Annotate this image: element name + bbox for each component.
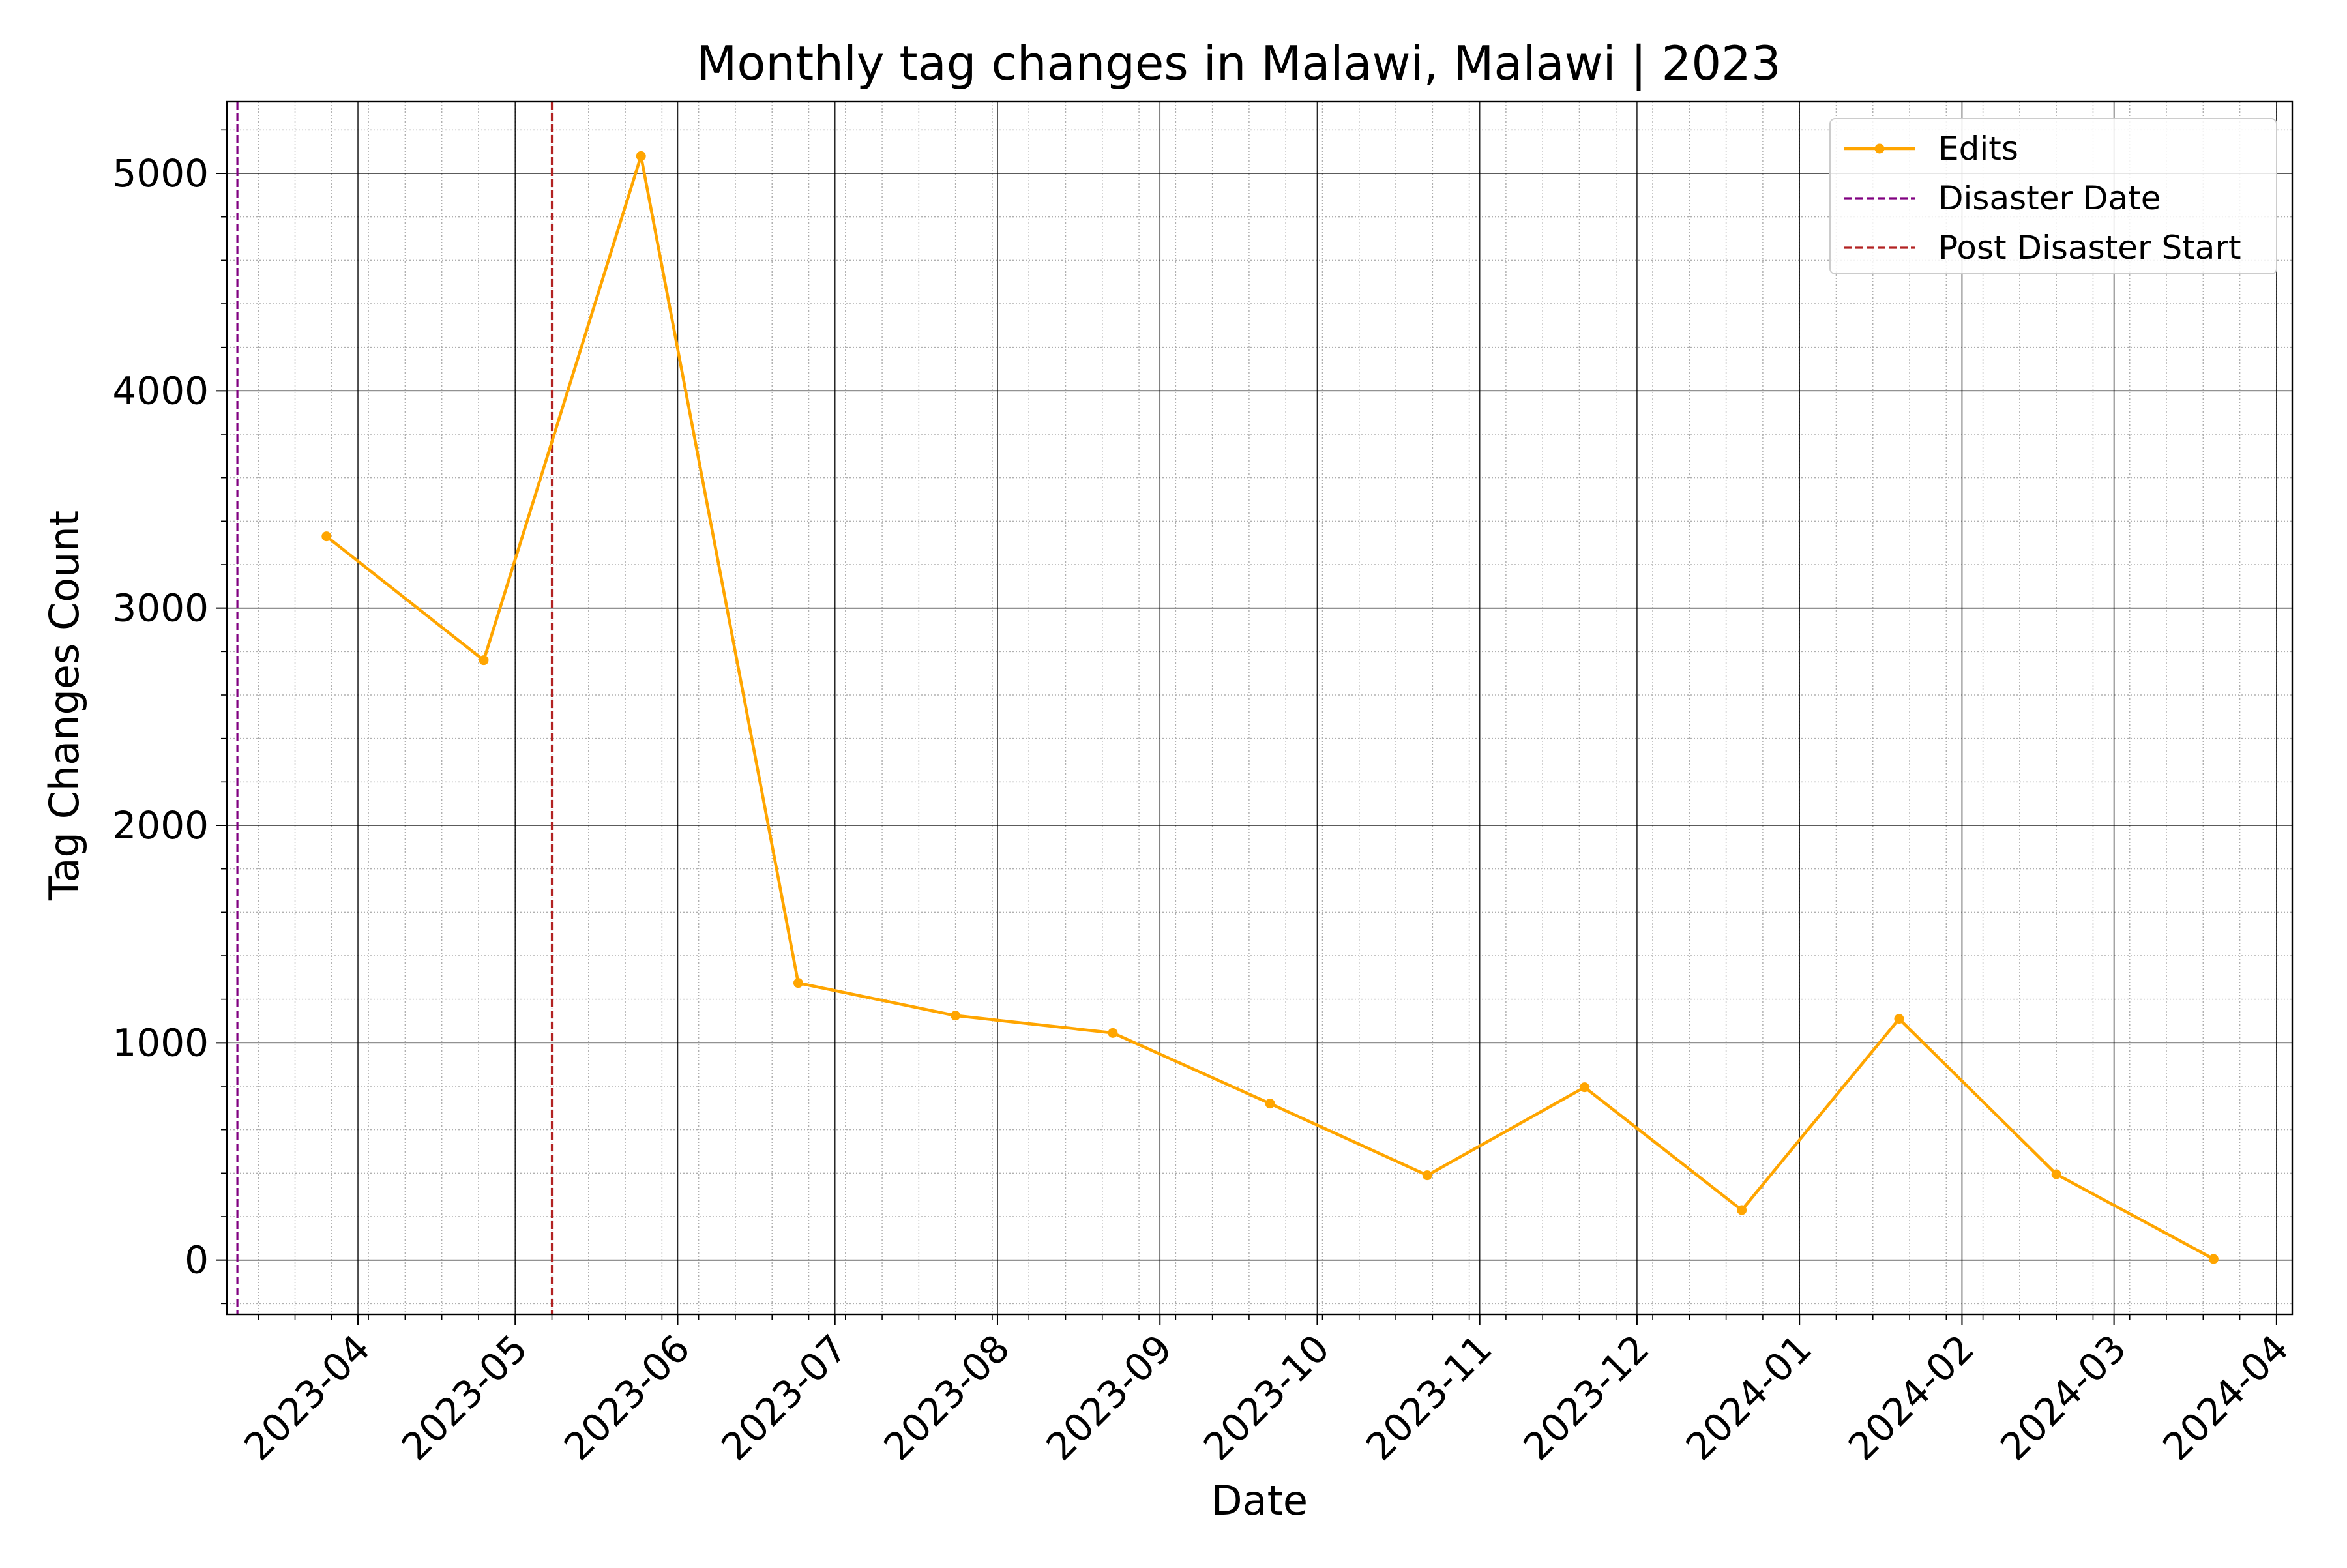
y-tick-label: 1000 <box>112 1020 209 1065</box>
data-point <box>1894 1014 1904 1024</box>
data-point <box>636 151 646 161</box>
y-tick-label: 0 <box>185 1238 209 1282</box>
x-axis-label: Date <box>1211 1477 1308 1524</box>
y-axis: 0 1000 2000 3000 4000 5000 <box>112 129 227 1305</box>
data-point <box>1580 1082 1590 1093</box>
y-tick-label: 2000 <box>112 803 209 848</box>
data-point <box>793 978 803 988</box>
data-point <box>1108 1028 1118 1038</box>
data-point <box>1737 1205 1747 1215</box>
legend-label: Disaster Date <box>1938 179 2161 217</box>
y-axis-label: Tag Changes Count <box>40 510 88 901</box>
plot-area-frame <box>226 100 2294 1316</box>
legend-label: Edits <box>1938 130 2018 168</box>
major-grid <box>227 102 2292 1314</box>
data-point <box>2208 1254 2219 1264</box>
data-point <box>1422 1170 1432 1181</box>
series-layer <box>321 151 2219 1264</box>
data-point <box>1265 1099 1275 1109</box>
data-point <box>321 531 332 542</box>
data-point <box>951 1011 961 1021</box>
data-point <box>2051 1169 2061 1179</box>
legend-marker-edits <box>1874 143 1885 154</box>
legend-label: Post Disaster Start <box>1938 229 2241 267</box>
y-tick-label: 3000 <box>112 586 209 630</box>
legend: Edits Disaster Date Post Disaster Start <box>1829 118 2277 274</box>
y-tick-label: 5000 <box>112 151 209 196</box>
y-tick-label: 4000 <box>112 368 209 413</box>
legend-box <box>1829 118 2277 274</box>
chart-title: Monthly tag changes in Malawi, Malawi | … <box>696 36 1781 91</box>
data-point <box>479 655 489 666</box>
reference-lines <box>236 102 554 1314</box>
